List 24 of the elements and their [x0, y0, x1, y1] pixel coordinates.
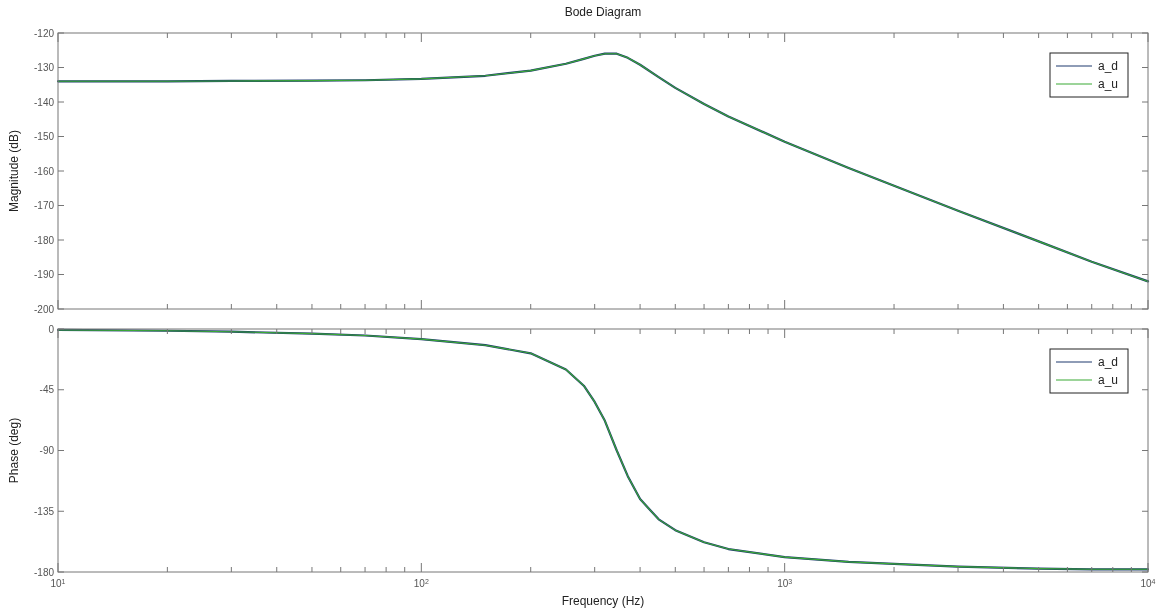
y-tick-label: -180 — [33, 234, 55, 246]
y-tick-label: -135 — [33, 505, 55, 517]
y-tick-label: -130 — [33, 62, 55, 73]
y-tick-label: 0 — [48, 323, 55, 335]
y-tick-label: -180 — [33, 566, 55, 578]
y-axis-title: Phase (deg) — [7, 417, 21, 484]
y-axis-title: Magnitude (dB) — [7, 129, 21, 213]
x-tick-label: 10$^{3}$ — [777, 577, 793, 589]
y-tick-label: -90 — [39, 445, 55, 456]
x-axis-title: Frequency (Hz) — [561, 594, 645, 608]
y-tick-label: -140 — [33, 96, 55, 108]
legend-label: a_u — [1098, 77, 1119, 91]
y-tick-label: -160 — [33, 165, 55, 177]
y-tick-label: -170 — [33, 200, 55, 211]
legend-label: a_d — [1098, 59, 1119, 73]
x-tick-label: 10$^{1}$ — [50, 577, 66, 589]
x-tick-label: 10$^{2}$ — [413, 577, 429, 589]
y-tick-label: -120 — [33, 27, 55, 39]
y-tick-label: -150 — [33, 131, 55, 142]
y-tick-label: -200 — [33, 303, 55, 315]
x-tick-label: 10$^{4}$ — [1140, 577, 1156, 589]
y-tick-label: -45 — [39, 384, 55, 396]
y-tick-label: -190 — [33, 269, 55, 280]
chart-title: Bode Diagram — [564, 5, 642, 19]
